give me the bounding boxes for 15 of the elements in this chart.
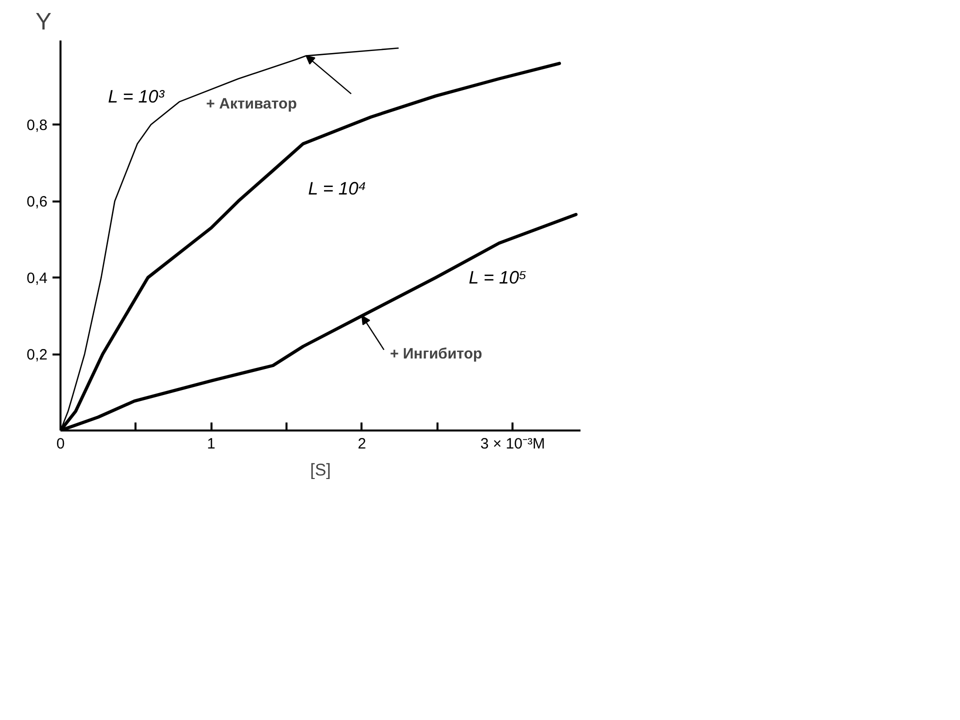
x-axis-title: [S]: [310, 460, 331, 480]
x-tick-label: 3 × 10⁻³M: [480, 436, 545, 452]
series-label: L = 10³: [108, 86, 166, 107]
y-tick-label: 0,6: [26, 194, 48, 211]
y-tick-label: 0,4: [26, 270, 48, 288]
y-tick-label: 0,2: [26, 346, 48, 364]
series-label: L = 10⁵: [468, 268, 527, 288]
x-tick-label: 1: [207, 436, 216, 452]
series-label: L = 10⁴: [308, 178, 366, 199]
annotation: + Активатор: [206, 95, 297, 112]
y-tick-label: 0,8: [26, 117, 48, 134]
annotation: + Ингибитор: [390, 345, 482, 362]
x-tick-label: 2: [358, 436, 366, 452]
y-axis-title: Y: [36, 8, 52, 36]
x-tick-label: 0: [56, 436, 65, 452]
